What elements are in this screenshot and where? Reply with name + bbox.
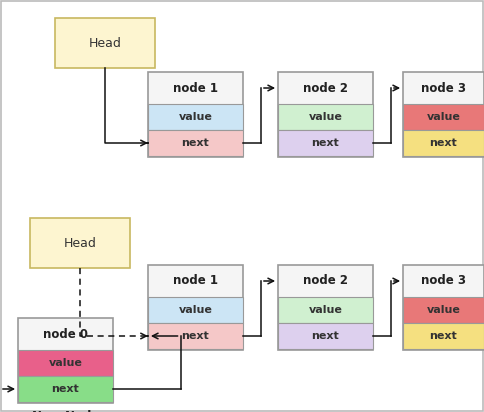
Text: next: next [430,138,457,148]
Text: node 0: node 0 [43,328,88,340]
Text: node 3: node 3 [421,82,466,94]
Bar [403,72,484,157]
Bar [278,265,373,350]
Text: value: value [179,305,212,315]
Text: node 3: node 3 [421,274,466,288]
Text: node 2: node 2 [303,82,348,94]
Text: node 2: node 2 [303,274,348,288]
Bar [403,297,484,323]
Bar [18,350,113,376]
Bar [148,265,243,350]
Text: node 1: node 1 [173,274,218,288]
Bar [148,104,243,130]
Bar [30,218,130,268]
Text: value: value [309,305,343,315]
Bar [18,318,113,403]
Text: next: next [182,331,210,341]
Text: next: next [430,331,457,341]
Bar [403,265,484,350]
Text: next: next [182,138,210,148]
Text: New Node: New Node [32,410,99,412]
Bar [403,104,484,130]
Text: value: value [179,112,212,122]
Text: node 1: node 1 [173,82,218,94]
Bar [278,323,373,349]
Text: next: next [52,384,79,394]
Bar [55,18,155,68]
Bar [18,376,113,402]
Text: next: next [312,138,339,148]
Bar [278,297,373,323]
Bar [403,130,484,156]
Text: Head: Head [63,236,96,250]
Text: value: value [426,305,460,315]
Bar [148,323,243,349]
Bar [278,72,373,157]
Bar [278,130,373,156]
Text: value: value [309,112,343,122]
Text: next: next [312,331,339,341]
Text: value: value [48,358,82,368]
Bar [403,323,484,349]
Bar [278,104,373,130]
Bar [148,297,243,323]
Text: Head: Head [89,37,121,49]
Bar [148,72,243,157]
Bar [148,130,243,156]
Text: value: value [426,112,460,122]
